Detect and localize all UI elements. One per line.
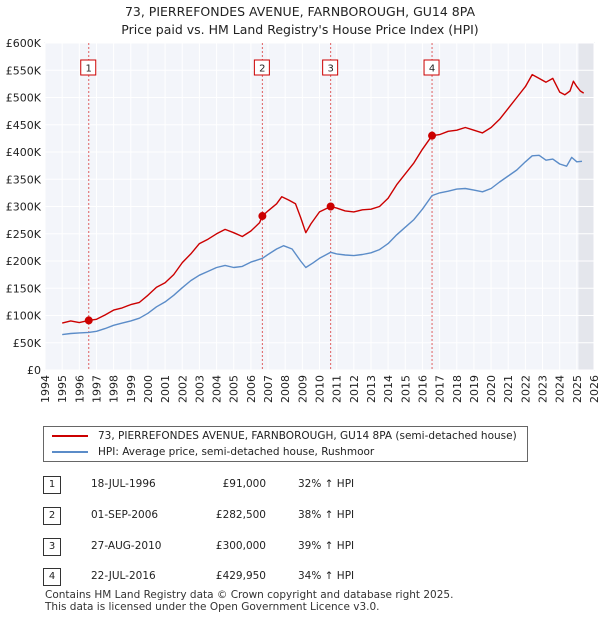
hpi-line: [62, 154, 583, 336]
x-tick-label: 2021: [502, 375, 515, 403]
x-tick-label: 2005: [228, 375, 241, 403]
x-tick-label: 2012: [348, 375, 361, 403]
sale-point: [84, 316, 93, 325]
y-tick-label: £200K: [6, 255, 42, 268]
sale-number-label: 2: [259, 64, 265, 75]
legend-item-property: 73, PIERREFONDES AVENUE, FARNBOROUGH, GU…: [44, 428, 517, 444]
legend-item-hpi: HPI: Average price, semi-detached house,…: [44, 444, 374, 460]
y-tick-label: £0: [27, 364, 41, 377]
table-row: 1 18-JUL-1996 £91,000 32% ↑ HPI: [0, 476, 600, 496]
y-tick-label: £100K: [6, 310, 42, 323]
y-tick-label: £600K: [6, 37, 42, 50]
sale-number-box: [253, 59, 270, 76]
transaction-hpi: 34% ↑ HPI: [298, 570, 355, 582]
x-tick-label: 2003: [193, 375, 206, 403]
y-tick-label: £300K: [6, 201, 42, 214]
transaction-date: 18-JUL-1996: [91, 478, 156, 490]
x-tick-label: 2000: [142, 375, 155, 403]
x-tick-label: 2007: [262, 375, 275, 403]
sale-point: [326, 202, 335, 211]
transaction-number: 4: [43, 568, 61, 586]
x-tick-label: 2016: [416, 375, 429, 403]
y-tick-label: £350K: [6, 173, 42, 186]
y-tick-label: £400K: [6, 146, 42, 159]
x-tick-label: 2001: [159, 375, 172, 403]
table-row: 3 27-AUG-2010 £300,000 39% ↑ HPI: [0, 538, 600, 558]
y-tick-label: £250K: [6, 228, 42, 241]
sale-number-box: [322, 59, 339, 76]
x-tick-label: 1994: [39, 375, 52, 403]
sale-point: [428, 131, 437, 140]
legend-line-property: [52, 435, 88, 437]
x-tick-label: 1996: [73, 375, 86, 403]
sale-number-label: 1: [86, 64, 92, 75]
sale-point: [258, 212, 267, 221]
y-tick-label: £150K: [6, 282, 42, 295]
transaction-hpi: 39% ↑ HPI: [298, 540, 355, 552]
x-tick-label: 1998: [108, 375, 121, 403]
chart-title-line2: Price paid vs. HM Land Registry's House …: [121, 22, 479, 37]
legend-label-hpi: HPI: Average price, semi-detached house,…: [98, 446, 375, 458]
transaction-price: £300,000: [215, 540, 266, 552]
x-tick-label: 2017: [434, 375, 447, 403]
x-tick-label: 2024: [554, 375, 567, 403]
x-tick-label: 1999: [125, 375, 138, 403]
x-tick-label: 2025: [571, 375, 584, 403]
sale-number-label: 4: [429, 64, 435, 75]
x-tick-label: 2026: [588, 375, 600, 403]
x-tick-label: 2009: [296, 375, 309, 403]
y-tick-label: £550K: [6, 64, 42, 77]
table-row: 2 01-SEP-2006 £282,500 38% ↑ HPI: [0, 507, 600, 527]
x-tick-label: 2006: [245, 375, 258, 403]
x-tick-label: 2010: [314, 375, 327, 403]
transaction-price: £91,000: [222, 478, 266, 490]
table-row: 4 22-JUL-2016 £429,950 34% ↑ HPI: [0, 568, 600, 588]
legend-label-property: 73, PIERREFONDES AVENUE, FARNBOROUGH, GU…: [98, 430, 517, 442]
chart-legend: 73, PIERREFONDES AVENUE, FARNBOROUGH, GU…: [43, 426, 528, 462]
transaction-number: 2: [43, 507, 61, 525]
transaction-hpi: 38% ↑ HPI: [298, 509, 355, 521]
transaction-price: £282,500: [215, 509, 266, 521]
x-tick-label: 2020: [485, 375, 498, 403]
x-tick-label: 1997: [90, 375, 103, 403]
transaction-number: 3: [43, 538, 61, 556]
x-tick-label: 2004: [211, 375, 224, 403]
x-tick-label: 2011: [331, 375, 344, 403]
transaction-number: 1: [43, 476, 61, 494]
transaction-price: £429,950: [215, 570, 266, 582]
y-tick-label: £450K: [6, 119, 42, 132]
x-tick-label: 2022: [519, 375, 532, 403]
x-tick-label: 2019: [468, 375, 481, 403]
x-tick-label: 2002: [176, 375, 189, 403]
sale-number-box: [423, 59, 440, 76]
x-tick-label: 1995: [56, 375, 69, 403]
transaction-date: 27-AUG-2010: [91, 540, 162, 552]
transaction-date: 22-JUL-2016: [91, 570, 156, 582]
chart-title-line1: 73, PIERREFONDES AVENUE, FARNBOROUGH, GU…: [124, 4, 476, 19]
transaction-hpi: 32% ↑ HPI: [298, 478, 355, 490]
legend-line-hpi: [52, 451, 88, 453]
x-tick-label: 2014: [382, 375, 395, 403]
transaction-date: 01-SEP-2006: [91, 509, 159, 521]
y-tick-label: £50K: [13, 337, 42, 350]
sale-number-box: [80, 59, 97, 76]
y-tick-label: £500K: [6, 92, 42, 105]
footer-copyright: Contains HM Land Registry data © Crown c…: [45, 589, 454, 601]
footer-license: This data is licensed under the Open Gov…: [45, 601, 380, 613]
sale-number-label: 3: [327, 64, 333, 75]
x-tick-label: 2015: [399, 375, 412, 403]
x-tick-label: 2013: [365, 375, 378, 403]
price-chart: 1 2 3 4 1994 1995 1996 1997 1998 1999 2000 2001 200…: [6, 37, 600, 403]
x-tick-label: 2018: [451, 375, 464, 403]
x-tick-label: 2008: [279, 375, 292, 403]
x-tick-label: 2023: [537, 375, 550, 403]
